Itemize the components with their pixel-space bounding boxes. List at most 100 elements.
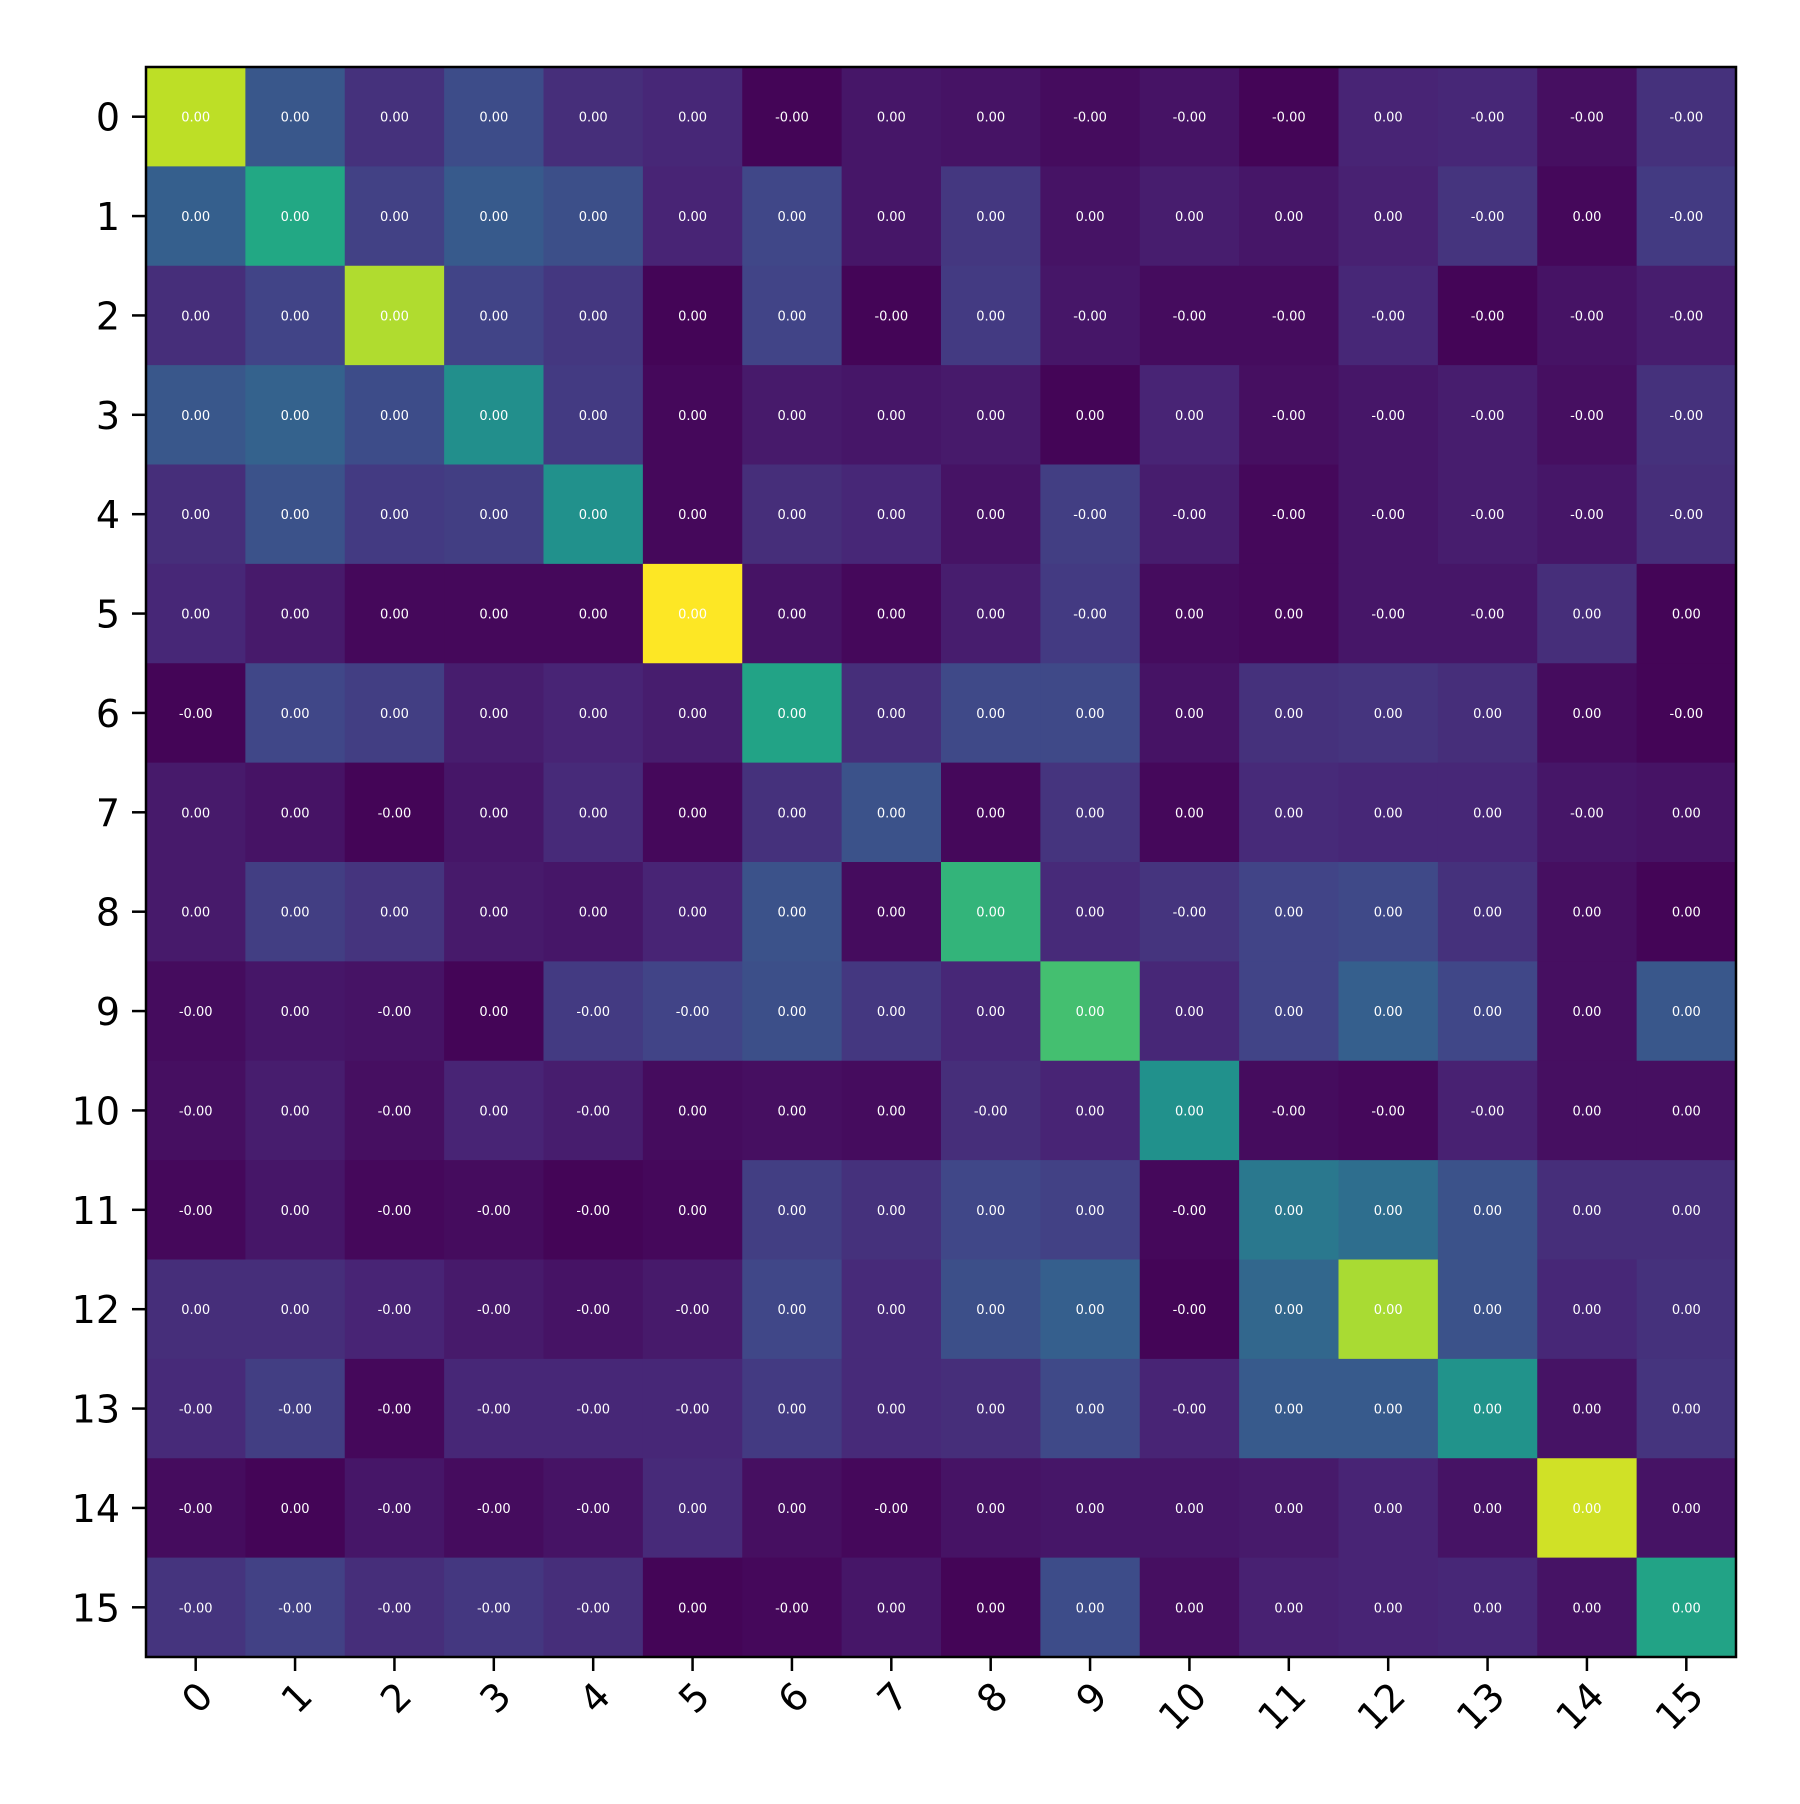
cell-value-label-2-2: 0.00 [380,309,409,324]
heatmap-cell-10-7 [841,1060,942,1161]
heatmap-cell-12-2 [344,1259,445,1360]
cell-value-label-10-2: -0.00 [378,1104,412,1119]
heatmap-cell-4-3 [444,464,544,565]
cell-value-label-4-0: 0.00 [181,508,210,523]
heatmap-cell-14-0 [146,1458,246,1559]
heatmap-cell-13-10 [1139,1358,1240,1459]
y-tick-label-6: 6 [96,692,120,736]
heatmap-cell-7-14 [1537,762,1638,863]
cell-value-label-4-12: -0.00 [1371,508,1405,523]
cell-value-label-6-10: 0.00 [1175,707,1204,722]
cell-value-label-12-2: -0.00 [378,1303,412,1318]
heatmap-cell-8-15 [1636,862,1737,962]
heatmap-cell-12-7 [841,1259,942,1360]
heatmap-cell-2-3 [444,265,544,366]
heatmap-cell-6-14 [1537,663,1638,764]
heatmap-cell-11-7 [841,1160,942,1260]
cell-value-label-13-1: -0.00 [278,1403,312,1418]
cell-value-label-10-10: 0.00 [1175,1104,1204,1119]
heatmap-cell-4-5 [642,464,743,565]
heatmap-cell-12-14 [1537,1259,1638,1360]
cell-value-label-0-15: -0.00 [1669,111,1703,126]
heatmap-cell-0-11 [1239,67,1339,167]
cell-value-label-11-6: 0.00 [777,1204,806,1219]
heatmap-cell-9-10 [1139,961,1240,1062]
heatmap-cell-15-3 [444,1557,544,1658]
cell-value-label-10-5: 0.00 [678,1104,707,1119]
heatmap-cell-1-6 [742,166,843,267]
heatmap-cell-11-6 [742,1160,843,1260]
heatmap-cell-12-3 [444,1259,544,1360]
heatmap-cell-2-2 [344,265,445,366]
cell-value-label-4-9: -0.00 [1073,508,1107,523]
cell-value-label-1-5: 0.00 [678,210,707,225]
cell-value-label-15-5: 0.00 [678,1601,707,1616]
heatmap-cell-2-4 [543,265,644,366]
heatmap-cell-1-0 [146,166,246,267]
heatmap-cell-2-5 [642,265,743,366]
heatmap-cell-2-11 [1239,265,1339,366]
cell-value-label-9-3: 0.00 [479,1005,508,1020]
cell-value-label-14-13: 0.00 [1473,1502,1502,1517]
x-tick-label-14: 14 [1547,1674,1612,1739]
cell-value-label-0-4: 0.00 [579,111,608,126]
cell-value-label-10-3: 0.00 [479,1104,508,1119]
cell-value-label-7-12: 0.00 [1374,806,1403,821]
heatmap-cell-1-9 [1040,166,1141,267]
cell-value-label-2-1: 0.00 [281,309,310,324]
heatmap-cell-10-6 [742,1060,843,1161]
heatmap-cell-8-4 [543,862,644,962]
heatmap-cell-4-10 [1139,464,1240,565]
heatmap-cell-2-10 [1139,265,1240,366]
heatmap-cell-3-12 [1338,365,1439,465]
heatmap-cell-11-11 [1239,1160,1339,1260]
heatmap-cell-4-13 [1437,464,1538,565]
cell-value-label-8-4: 0.00 [579,906,608,921]
cell-value-label-13-13: 0.00 [1473,1403,1502,1418]
heatmap-cell-9-4 [543,961,644,1062]
cell-value-label-15-6: -0.00 [775,1601,809,1616]
heatmap-cell-0-8 [941,67,1041,167]
y-tick-label-5: 5 [96,593,120,637]
cell-value-label-1-7: 0.00 [877,210,906,225]
cell-value-label-4-4: 0.00 [579,508,608,523]
heatmap-cell-3-3 [444,365,544,465]
cell-value-label-9-12: 0.00 [1374,1005,1403,1020]
heatmap-cell-3-13 [1437,365,1538,465]
cell-value-label-14-2: -0.00 [378,1502,412,1517]
heatmap-cell-8-0 [146,862,246,962]
cell-value-label-0-12: 0.00 [1374,111,1403,126]
cell-value-label-5-2: 0.00 [380,608,409,623]
cell-value-label-15-8: 0.00 [976,1601,1005,1616]
cell-value-label-5-12: -0.00 [1371,608,1405,623]
heatmap-cell-10-12 [1338,1060,1439,1161]
heatmap-cell-12-0 [146,1259,246,1360]
heatmap-cell-14-8 [941,1458,1041,1559]
cell-value-label-3-7: 0.00 [877,409,906,424]
heatmap-cell-14-9 [1040,1458,1141,1559]
cell-value-label-10-6: 0.00 [777,1104,806,1119]
cell-value-label-1-9: 0.00 [1076,210,1105,225]
cell-value-label-3-0: 0.00 [181,409,210,424]
y-tick-label-13: 13 [72,1388,120,1432]
cell-value-label-12-6: 0.00 [777,1303,806,1318]
cell-value-label-3-6: 0.00 [777,409,806,424]
cell-value-label-0-5: 0.00 [678,111,707,126]
heatmap-cell-0-7 [841,67,942,167]
heatmap-cell-4-6 [742,464,843,565]
heatmap-cell-8-14 [1537,862,1638,962]
cell-value-label-9-11: 0.00 [1274,1005,1303,1020]
heatmap-cell-6-9 [1040,663,1141,764]
cell-value-label-9-5: -0.00 [676,1005,710,1020]
heatmap-cell-15-1 [245,1557,346,1658]
cell-value-label-1-11: 0.00 [1274,210,1303,225]
cell-value-label-8-12: 0.00 [1374,906,1403,921]
heatmap-cell-10-1 [245,1060,346,1161]
heatmap-cell-11-0 [146,1160,246,1260]
heatmap-cell-6-4 [543,663,644,764]
cell-value-label-14-14: 0.00 [1572,1502,1601,1517]
heatmap-cell-14-14 [1537,1458,1638,1559]
y-tick-label-4: 4 [96,493,120,537]
heatmap-cell-2-9 [1040,265,1141,366]
